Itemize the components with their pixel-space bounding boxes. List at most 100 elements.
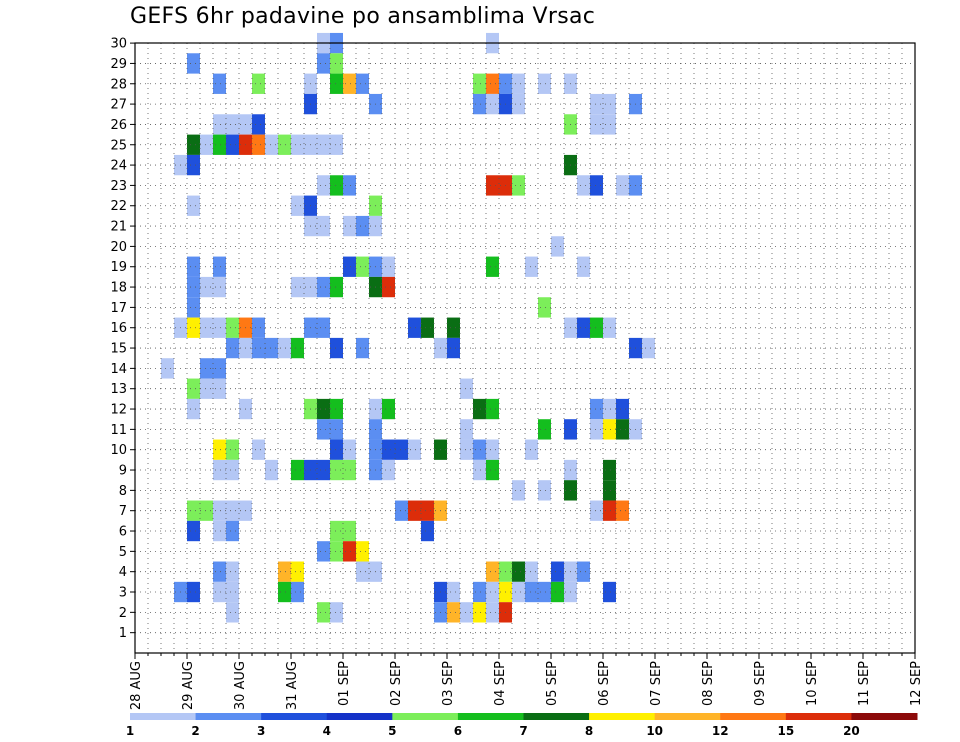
heat-cell [161, 358, 174, 379]
heat-cell [538, 297, 551, 318]
colorbar-label: 20 [843, 724, 860, 738]
colorbar-label: 7 [519, 724, 527, 738]
heat-cell [291, 134, 304, 155]
heat-cell [317, 602, 330, 623]
heat-cell [512, 581, 525, 603]
heat-cell [616, 419, 629, 440]
heat-cell [291, 195, 304, 216]
y-tick-label: 21 [110, 220, 127, 235]
heat-cell [538, 73, 551, 94]
heat-cell [486, 581, 499, 603]
colorbar-label: 4 [323, 724, 331, 738]
colorbar-label: 12 [712, 724, 729, 738]
heat-cell [356, 337, 369, 359]
heat-cell [252, 114, 265, 135]
y-tick-label: 27 [110, 98, 127, 113]
heat-cell [213, 276, 226, 298]
y-tick-label: 2 [119, 606, 127, 621]
heat-cell [330, 337, 343, 359]
heat-cell [291, 459, 304, 481]
heat-cell [590, 398, 603, 420]
heat-cell [317, 215, 330, 237]
heat-cell [603, 398, 616, 420]
heat-cell [473, 581, 486, 603]
heat-cell [265, 337, 278, 359]
colorbar-segment [130, 713, 197, 720]
heat-cell [408, 317, 421, 338]
heat-cell [421, 500, 434, 521]
heat-cell [603, 317, 616, 338]
x-tick-label: 30 AUG [233, 661, 248, 710]
y-tick-label: 22 [110, 199, 127, 214]
heat-cell [382, 276, 395, 298]
heat-cell [213, 378, 226, 399]
heat-cell [590, 419, 603, 440]
colorbar-label: 3 [257, 724, 265, 738]
heat-cell [603, 419, 616, 440]
heat-cell [447, 581, 460, 603]
heat-cell [278, 337, 291, 359]
heat-cell [356, 256, 369, 277]
heat-cell [200, 134, 213, 155]
x-tick-label: 09 SEP [753, 661, 768, 706]
heat-cell [343, 175, 356, 196]
heat-cell [486, 175, 499, 196]
heat-cell [538, 480, 551, 501]
heat-cell [330, 602, 343, 623]
y-tick-label: 29 [110, 57, 127, 72]
heat-cell [265, 459, 278, 481]
heat-cell [213, 73, 226, 94]
x-tick-label: 02 SEP [389, 661, 404, 706]
heat-cell [616, 175, 629, 196]
colorbar-segment [589, 713, 656, 720]
heat-cell [317, 276, 330, 298]
heat-cell [330, 276, 343, 298]
heat-cell [291, 561, 304, 582]
heat-cell [213, 581, 226, 603]
heat-cell [187, 154, 200, 176]
y-tick-label: 28 [110, 77, 127, 92]
y-tick-label: 4 [119, 565, 127, 580]
y-tick-label: 17 [110, 301, 127, 316]
heat-cell [187, 53, 200, 74]
heat-cell [330, 439, 343, 460]
heat-cell [473, 73, 486, 94]
heat-cell [408, 500, 421, 521]
heat-cell [603, 480, 616, 501]
heat-cell [382, 439, 395, 460]
heat-cell [525, 581, 538, 603]
colorbar-segment [523, 713, 590, 720]
heat-cell [421, 520, 434, 542]
heat-cell [356, 215, 369, 237]
y-tick-label: 14 [110, 362, 127, 377]
heat-cell [603, 459, 616, 481]
heat-cell [343, 459, 356, 481]
heat-cell [213, 459, 226, 481]
heat-cell [213, 561, 226, 582]
heat-cell [291, 276, 304, 298]
colorbar-label: 5 [388, 724, 396, 738]
heat-cell [291, 337, 304, 359]
heat-cell [317, 541, 330, 562]
y-tick-label: 7 [119, 504, 127, 519]
colorbar-label: 8 [585, 724, 593, 738]
y-tick-label: 19 [110, 260, 127, 275]
x-axis: 28 AUG 29 AUG 30 AUG 31 AUG 01 SEP 02 SEP 03 S… [129, 653, 924, 710]
heat-cell [590, 500, 603, 521]
x-tick-label: 05 SEP [545, 661, 560, 706]
colorbar-label: 15 [777, 724, 794, 738]
heat-cell [187, 398, 200, 420]
heat-cell [330, 520, 343, 542]
heat-cell [538, 581, 551, 603]
heat-cell [187, 256, 200, 277]
heat-cell [382, 398, 395, 420]
heat-cell [512, 175, 525, 196]
heat-cell [317, 398, 330, 420]
grid-layer [134, 42, 915, 653]
heat-cell [226, 581, 239, 603]
heat-cell [317, 317, 330, 338]
heat-cell [226, 561, 239, 582]
y-tick-label: 18 [110, 281, 127, 296]
x-tick-label: 29 AUG [181, 661, 196, 710]
